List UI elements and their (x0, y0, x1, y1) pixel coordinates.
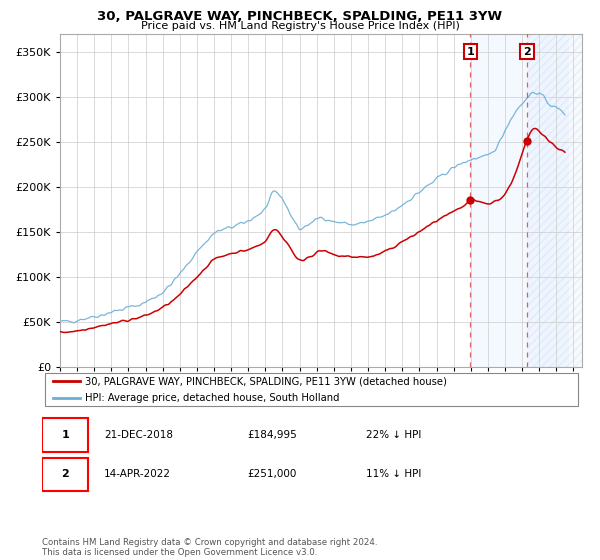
Text: 22% ↓ HPI: 22% ↓ HPI (366, 430, 421, 440)
Text: 14-APR-2022: 14-APR-2022 (104, 469, 171, 479)
Bar (470, 34, 569, 367)
Text: 2: 2 (61, 469, 69, 479)
Text: 2: 2 (523, 46, 531, 57)
Text: 30, PALGRAVE WAY, PINCHBECK, SPALDING, PE11 3YW: 30, PALGRAVE WAY, PINCHBECK, SPALDING, P… (97, 10, 503, 23)
FancyBboxPatch shape (45, 373, 578, 406)
Text: Price paid vs. HM Land Registry's House Price Index (HPI): Price paid vs. HM Land Registry's House … (140, 21, 460, 31)
Text: 1: 1 (466, 46, 474, 57)
Text: Contains HM Land Registry data © Crown copyright and database right 2024.
This d: Contains HM Land Registry data © Crown c… (42, 538, 377, 557)
Text: 30, PALGRAVE WAY, PINCHBECK, SPALDING, PE11 3YW (detached house): 30, PALGRAVE WAY, PINCHBECK, SPALDING, P… (85, 376, 447, 386)
Text: 1: 1 (61, 430, 69, 440)
Text: 21-DEC-2018: 21-DEC-2018 (104, 430, 173, 440)
FancyBboxPatch shape (42, 458, 88, 491)
Text: £184,995: £184,995 (247, 430, 297, 440)
Text: HPI: Average price, detached house, South Holland: HPI: Average price, detached house, Sout… (85, 393, 340, 403)
FancyBboxPatch shape (42, 418, 88, 452)
Text: £251,000: £251,000 (247, 469, 296, 479)
Text: 11% ↓ HPI: 11% ↓ HPI (366, 469, 421, 479)
Bar (527, 34, 582, 367)
